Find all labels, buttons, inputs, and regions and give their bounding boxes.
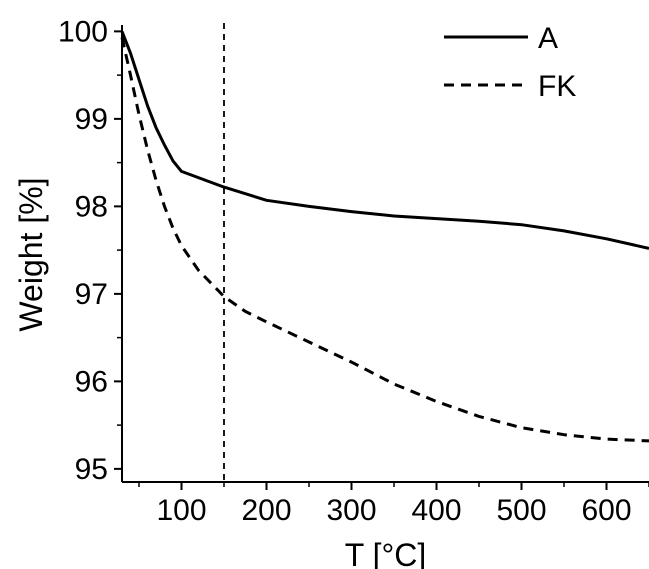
- x-tick-label: 600: [581, 494, 631, 527]
- x-tick-label: 400: [411, 494, 461, 527]
- y-tick-label: 100: [58, 15, 108, 48]
- x-tick-label: 500: [496, 494, 546, 527]
- y-tick-label: 96: [75, 365, 108, 398]
- x-tick-label: 300: [326, 494, 376, 527]
- legend-label-fk: FK: [538, 70, 576, 103]
- axes: 100 200 300 400 500 600 95 96 97 98 99 100: [58, 15, 649, 527]
- legend: A FK: [444, 22, 576, 103]
- y-tick-label: 99: [75, 103, 108, 136]
- x-tick-label: 100: [156, 494, 206, 527]
- y-tick-label: 97: [75, 278, 108, 311]
- legend-label-a: A: [538, 22, 558, 55]
- x-axis-title: T [°C]: [345, 537, 427, 569]
- series-line-fk: [120, 37, 649, 443]
- x-tick-label: 200: [241, 494, 291, 527]
- y-axis-title: Weight [%]: [13, 177, 49, 331]
- series-line-a: [120, 30, 649, 250]
- series-group: [120, 30, 649, 443]
- y-tick-label: 98: [75, 190, 108, 223]
- y-tick-label: 95: [75, 453, 108, 486]
